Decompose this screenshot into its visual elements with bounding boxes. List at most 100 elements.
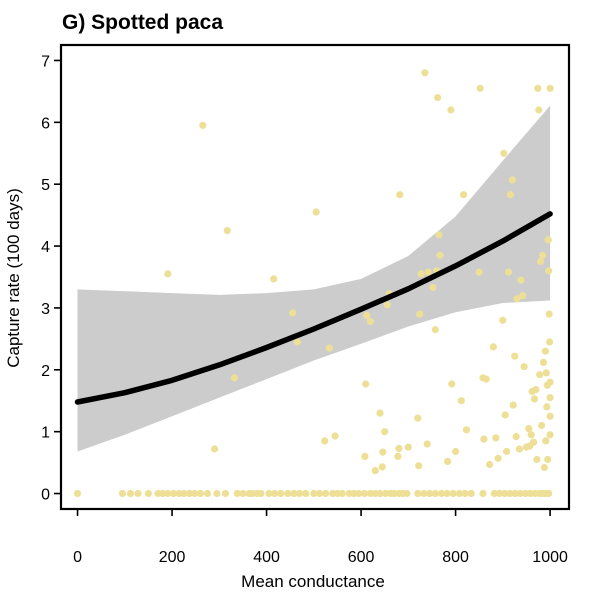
data-point <box>546 84 554 92</box>
data-point <box>501 411 509 419</box>
data-point <box>492 434 500 442</box>
x-axis: 0 200 400 600 800 1000 <box>73 509 568 566</box>
data-point <box>239 489 247 498</box>
x-tick-label: 800 <box>442 549 469 566</box>
data-point <box>302 489 310 498</box>
data-point <box>395 444 403 452</box>
y-tick-label: 2 <box>41 363 50 380</box>
data-point <box>423 440 431 448</box>
data-point <box>420 489 428 498</box>
data-point <box>515 445 524 453</box>
data-point <box>530 395 539 403</box>
data-point <box>383 301 391 309</box>
data-point <box>527 431 535 439</box>
data-point <box>452 447 460 456</box>
data-point <box>511 352 519 360</box>
x-tick-label: 200 <box>159 549 186 566</box>
data-point <box>164 489 172 498</box>
data-point <box>437 489 445 498</box>
data-point <box>467 489 475 498</box>
data-point <box>516 489 524 498</box>
data-point <box>257 489 265 498</box>
data-point <box>544 455 552 464</box>
y-tick-label: 5 <box>41 177 50 194</box>
data-point <box>506 489 514 498</box>
data-point <box>421 69 429 77</box>
data-point <box>382 489 390 498</box>
data-point <box>462 426 471 434</box>
data-point <box>416 310 424 318</box>
data-point <box>265 489 273 498</box>
data-point <box>360 489 368 498</box>
data-point <box>546 394 554 402</box>
data-point <box>185 489 194 498</box>
data-point <box>508 176 516 184</box>
data-point <box>461 489 469 498</box>
data-point <box>73 489 82 498</box>
data-point <box>417 270 425 278</box>
data-point <box>223 227 231 235</box>
data-point <box>540 463 549 472</box>
data-point <box>501 489 509 498</box>
data-point <box>455 489 463 498</box>
data-point <box>543 403 551 411</box>
data-point <box>126 489 135 498</box>
data-point <box>511 489 519 498</box>
data-point <box>376 409 384 417</box>
data-point <box>506 191 514 199</box>
chart-title: G) Spotted paca <box>62 11 223 34</box>
data-point <box>396 191 404 199</box>
data-point <box>546 431 554 439</box>
data-point <box>233 489 241 498</box>
fit-line <box>74 211 553 405</box>
data-point <box>489 343 497 351</box>
data-point <box>533 455 541 464</box>
y-tick-label: 0 <box>41 487 50 504</box>
data-point <box>504 268 513 276</box>
data-point <box>144 489 152 498</box>
data-point <box>191 489 199 498</box>
data-point <box>403 489 411 498</box>
data-point <box>312 208 320 216</box>
data-point <box>460 191 468 199</box>
data-point <box>376 489 384 498</box>
data-point <box>355 489 363 498</box>
data-point <box>448 380 456 388</box>
data-point <box>486 460 494 469</box>
data-point <box>414 414 422 422</box>
data-point <box>499 316 507 324</box>
x-tick-label: 1000 <box>532 549 568 566</box>
data-point <box>134 489 142 498</box>
data-point <box>414 489 422 498</box>
data-point <box>296 489 304 498</box>
data-point <box>221 489 230 498</box>
data-point <box>321 437 329 445</box>
data-point <box>519 292 527 300</box>
data-point <box>541 347 550 355</box>
data-point <box>525 425 533 433</box>
data-point <box>315 489 324 498</box>
data-point <box>196 489 204 498</box>
data-point <box>378 463 386 471</box>
x-tick-label: 0 <box>73 549 82 566</box>
data-point <box>394 452 402 460</box>
data-point <box>512 433 520 441</box>
data-point <box>534 84 542 92</box>
data-point <box>379 448 387 456</box>
data-point <box>277 489 285 498</box>
data-point <box>545 310 553 318</box>
data-point <box>539 358 548 366</box>
data-point <box>271 489 279 498</box>
data-point <box>494 454 502 462</box>
data-point <box>475 268 483 276</box>
data-point <box>429 283 437 292</box>
data-point <box>431 326 439 334</box>
data-point <box>203 489 212 498</box>
data-point <box>482 375 490 383</box>
data-point <box>436 251 444 259</box>
data-point <box>480 435 488 443</box>
data-point <box>270 275 278 283</box>
data-point <box>371 467 379 475</box>
data-point <box>289 309 297 317</box>
